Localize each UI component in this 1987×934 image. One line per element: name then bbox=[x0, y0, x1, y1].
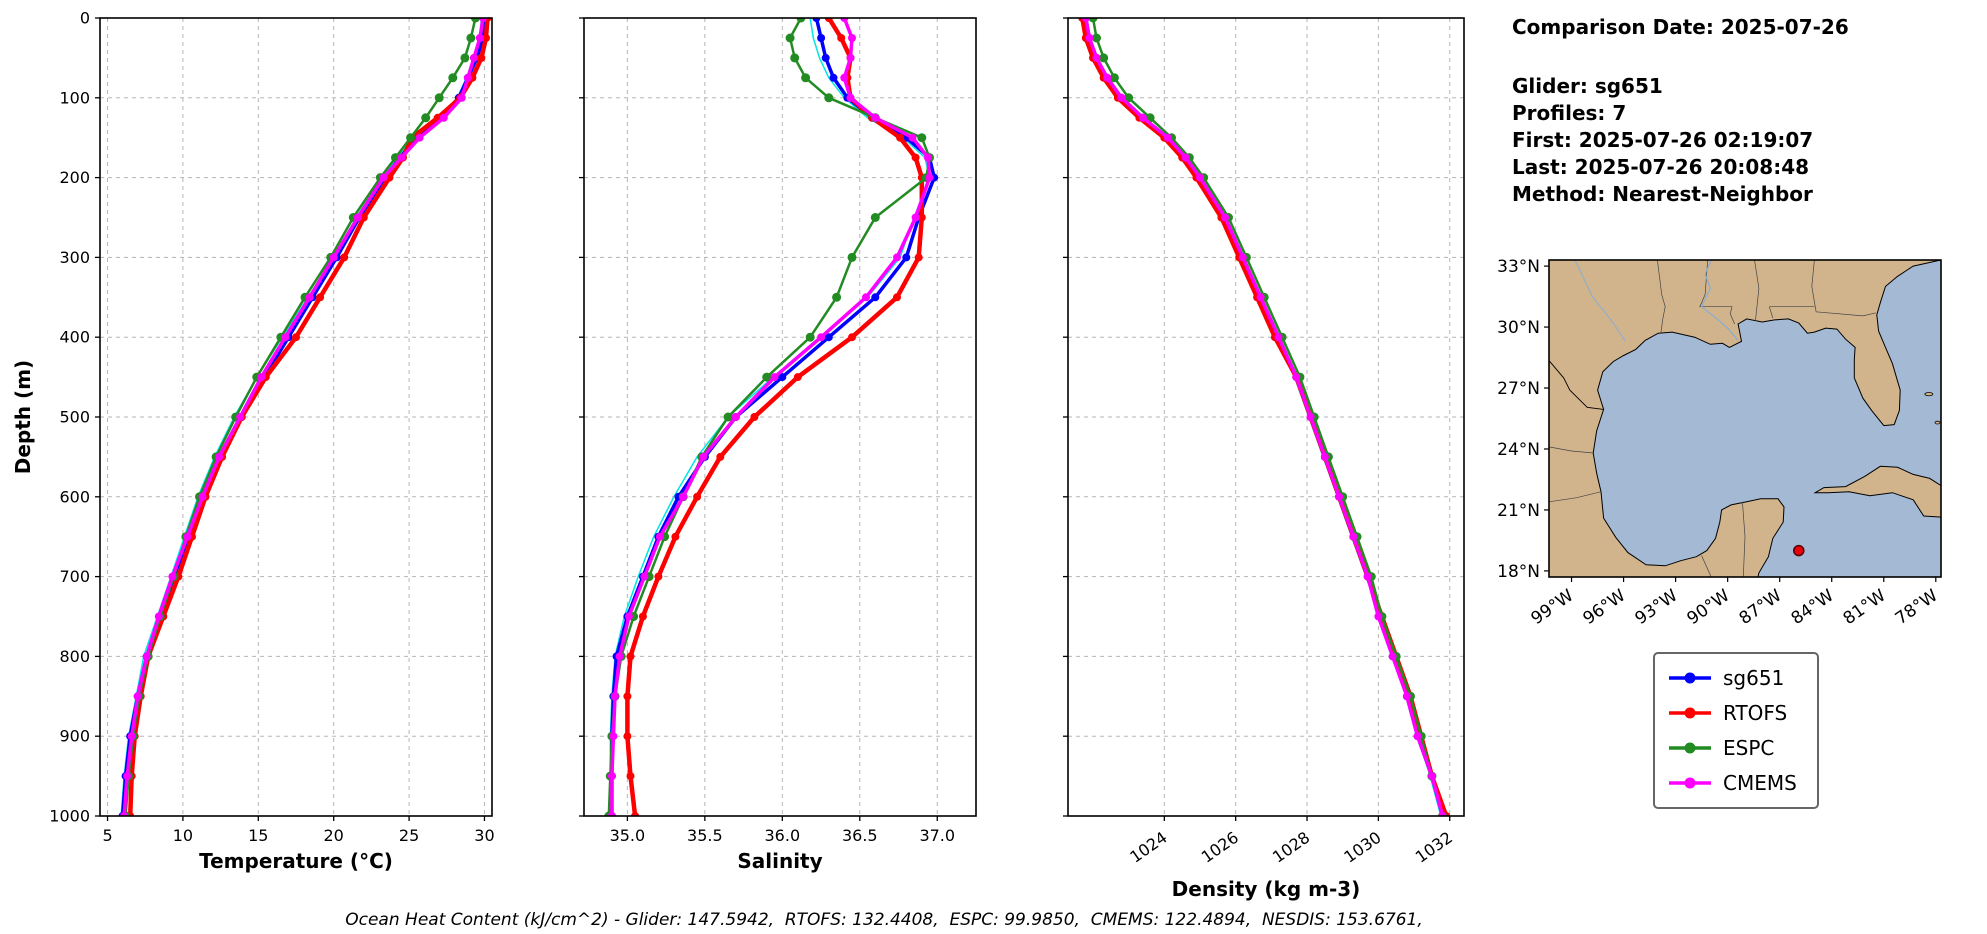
x-tick-label: 10 bbox=[173, 826, 193, 845]
legend-item-RTOFS: RTOFS bbox=[1667, 701, 1797, 725]
map-river bbox=[1574, 259, 1626, 342]
info-panel: Comparison Date: 2025-07-26 Glider: sg65… bbox=[1512, 14, 1849, 208]
panel-temperature: 5 10 15 20 25 3001002003004005006007008009001… bbox=[49, 9, 494, 874]
map-lat-tick-label: 27°N bbox=[1497, 379, 1540, 399]
location-map: 18°N21°N24°N27°N30°N33°N99°W 96°W 93°W 90°W… bbox=[1497, 257, 1942, 629]
map-border-line bbox=[1768, 306, 1774, 319]
x-tick-label: 15 bbox=[248, 826, 268, 845]
map-lat-tick-label: 21°N bbox=[1497, 501, 1540, 521]
x-tick-label: 1032 bbox=[1412, 828, 1456, 867]
map-lat-tick-label: 30°N bbox=[1497, 318, 1540, 338]
method-label: Method: Nearest-Neighbor bbox=[1512, 182, 1813, 206]
depth-tick-label: 500 bbox=[59, 408, 90, 427]
depth-tick-label: 300 bbox=[59, 248, 90, 267]
map-lon-tick-label: 84°W bbox=[1788, 586, 1838, 629]
comparison-date: Comparison Date: 2025-07-26 bbox=[1512, 15, 1849, 39]
legend-marker-sg651 bbox=[1669, 672, 1711, 684]
map-lat-tick-label: 33°N bbox=[1497, 257, 1540, 277]
map-border-line bbox=[1548, 491, 1602, 503]
map-land-mainland bbox=[1548, 259, 1942, 578]
x-tick-label: 35.5 bbox=[687, 826, 723, 845]
depth-tick-label: 1000 bbox=[49, 807, 90, 826]
x-axis-title-temperature: Temperature (°C) bbox=[199, 849, 393, 873]
legend-label: sg651 bbox=[1723, 666, 1785, 690]
series-markers-CMEMS bbox=[607, 18, 934, 816]
legend-item-sg651: sg651 bbox=[1667, 666, 1797, 690]
map-frame bbox=[1548, 259, 1942, 578]
map-lat-tick-label: 18°N bbox=[1497, 562, 1540, 582]
x-axis-title-density: Density (kg m-3) bbox=[1172, 877, 1361, 901]
profiles-count: Profiles: 7 bbox=[1512, 101, 1627, 125]
map-border-line bbox=[1742, 501, 1746, 578]
ohc-caption: Ocean Heat Content (kJ/cm^2) - Glider: 1… bbox=[345, 910, 1423, 930]
x-axis-title-salinity: Salinity bbox=[737, 849, 822, 873]
legend-label: RTOFS bbox=[1723, 701, 1788, 725]
map-border-line bbox=[1701, 555, 1712, 578]
x-tick-label: 5 bbox=[102, 826, 112, 845]
x-tick-label: 1024 bbox=[1126, 828, 1170, 867]
map-border-line bbox=[1699, 259, 1735, 325]
map-lon-tick-label: 90°W bbox=[1684, 586, 1734, 629]
map-land-island bbox=[1934, 420, 1941, 425]
grid-salinity bbox=[584, 17, 976, 817]
depth-tick-label: 900 bbox=[59, 727, 90, 746]
map-lon-tick-label: 96°W bbox=[1580, 586, 1630, 629]
glider-name: Glider: sg651 bbox=[1512, 74, 1663, 98]
x-tick-label: 20 bbox=[324, 826, 344, 845]
panel-salinity: 35.0 35.5 36.0 36.5 37.0 Salinity bbox=[579, 17, 977, 873]
map-land-island bbox=[1924, 392, 1934, 397]
x-tick-label: 1030 bbox=[1340, 828, 1384, 867]
glider-position-marker bbox=[1793, 544, 1805, 557]
depth-tick-label: 400 bbox=[59, 328, 90, 347]
x-tick-label: 25 bbox=[399, 826, 419, 845]
y-axis-title: Depth (m) bbox=[11, 360, 35, 474]
legend-label: ESPC bbox=[1723, 736, 1775, 760]
depth-tick-label: 0 bbox=[80, 9, 90, 28]
grid-temperature bbox=[100, 17, 492, 817]
x-tick-label: 36.5 bbox=[842, 826, 878, 845]
first-profile-time: First: 2025-07-26 02:19:07 bbox=[1512, 128, 1814, 152]
map-lon-tick-label: 93°W bbox=[1632, 586, 1682, 629]
panel-density: 1024 1026 1028 1030 1032 Density (kg m-3) bbox=[1063, 17, 1465, 901]
series-line-RTOFS bbox=[625, 18, 925, 816]
map-border-line bbox=[1811, 259, 1877, 317]
map-lon-tick-label: 87°W bbox=[1736, 586, 1786, 629]
map-lon-tick-label: 81°W bbox=[1840, 586, 1890, 629]
series-markers-CMEMS bbox=[1081, 18, 1447, 816]
depth-tick-label: 700 bbox=[59, 567, 90, 586]
x-tick-label: 1026 bbox=[1198, 828, 1242, 867]
chart-legend: sg651 RTOFS ESPC CMEMS bbox=[1653, 652, 1819, 809]
map-border-line bbox=[1548, 446, 1594, 454]
x-tick-label: 37.0 bbox=[919, 826, 955, 845]
series-line-sg651 bbox=[610, 18, 936, 816]
depth-tick-label: 800 bbox=[59, 647, 90, 666]
depth-tick-label: 200 bbox=[59, 168, 90, 187]
depth-tick-label: 100 bbox=[59, 88, 90, 107]
x-tick-label: 35.0 bbox=[610, 826, 646, 845]
last-profile-time: Last: 2025-07-26 20:08:48 bbox=[1512, 155, 1810, 179]
legend-marker-ESPC bbox=[1669, 742, 1711, 754]
map-lat-tick-label: 24°N bbox=[1497, 440, 1540, 460]
map-country-border bbox=[1548, 360, 1604, 410]
legend-label: CMEMS bbox=[1723, 771, 1797, 795]
map-border-line bbox=[1754, 259, 1760, 322]
map-border-line bbox=[1657, 259, 1666, 334]
legend-marker-RTOFS bbox=[1669, 707, 1711, 719]
series-markers-CMEMS bbox=[120, 18, 487, 816]
x-tick-label: 1028 bbox=[1269, 828, 1313, 867]
legend-item-CMEMS: CMEMS bbox=[1667, 771, 1797, 795]
depth-tick-label: 600 bbox=[59, 487, 90, 506]
profile-charts: 5 10 15 20 25 3001002003004005006007008009001… bbox=[11, 9, 1465, 901]
map-river bbox=[1700, 259, 1739, 341]
map-lon-tick-label: 78°W bbox=[1892, 586, 1942, 629]
x-tick-label: 36.0 bbox=[765, 826, 801, 845]
legend-marker-CMEMS bbox=[1669, 777, 1711, 789]
x-tick-label: 30 bbox=[474, 826, 494, 845]
legend-item-ESPC: ESPC bbox=[1667, 736, 1797, 760]
